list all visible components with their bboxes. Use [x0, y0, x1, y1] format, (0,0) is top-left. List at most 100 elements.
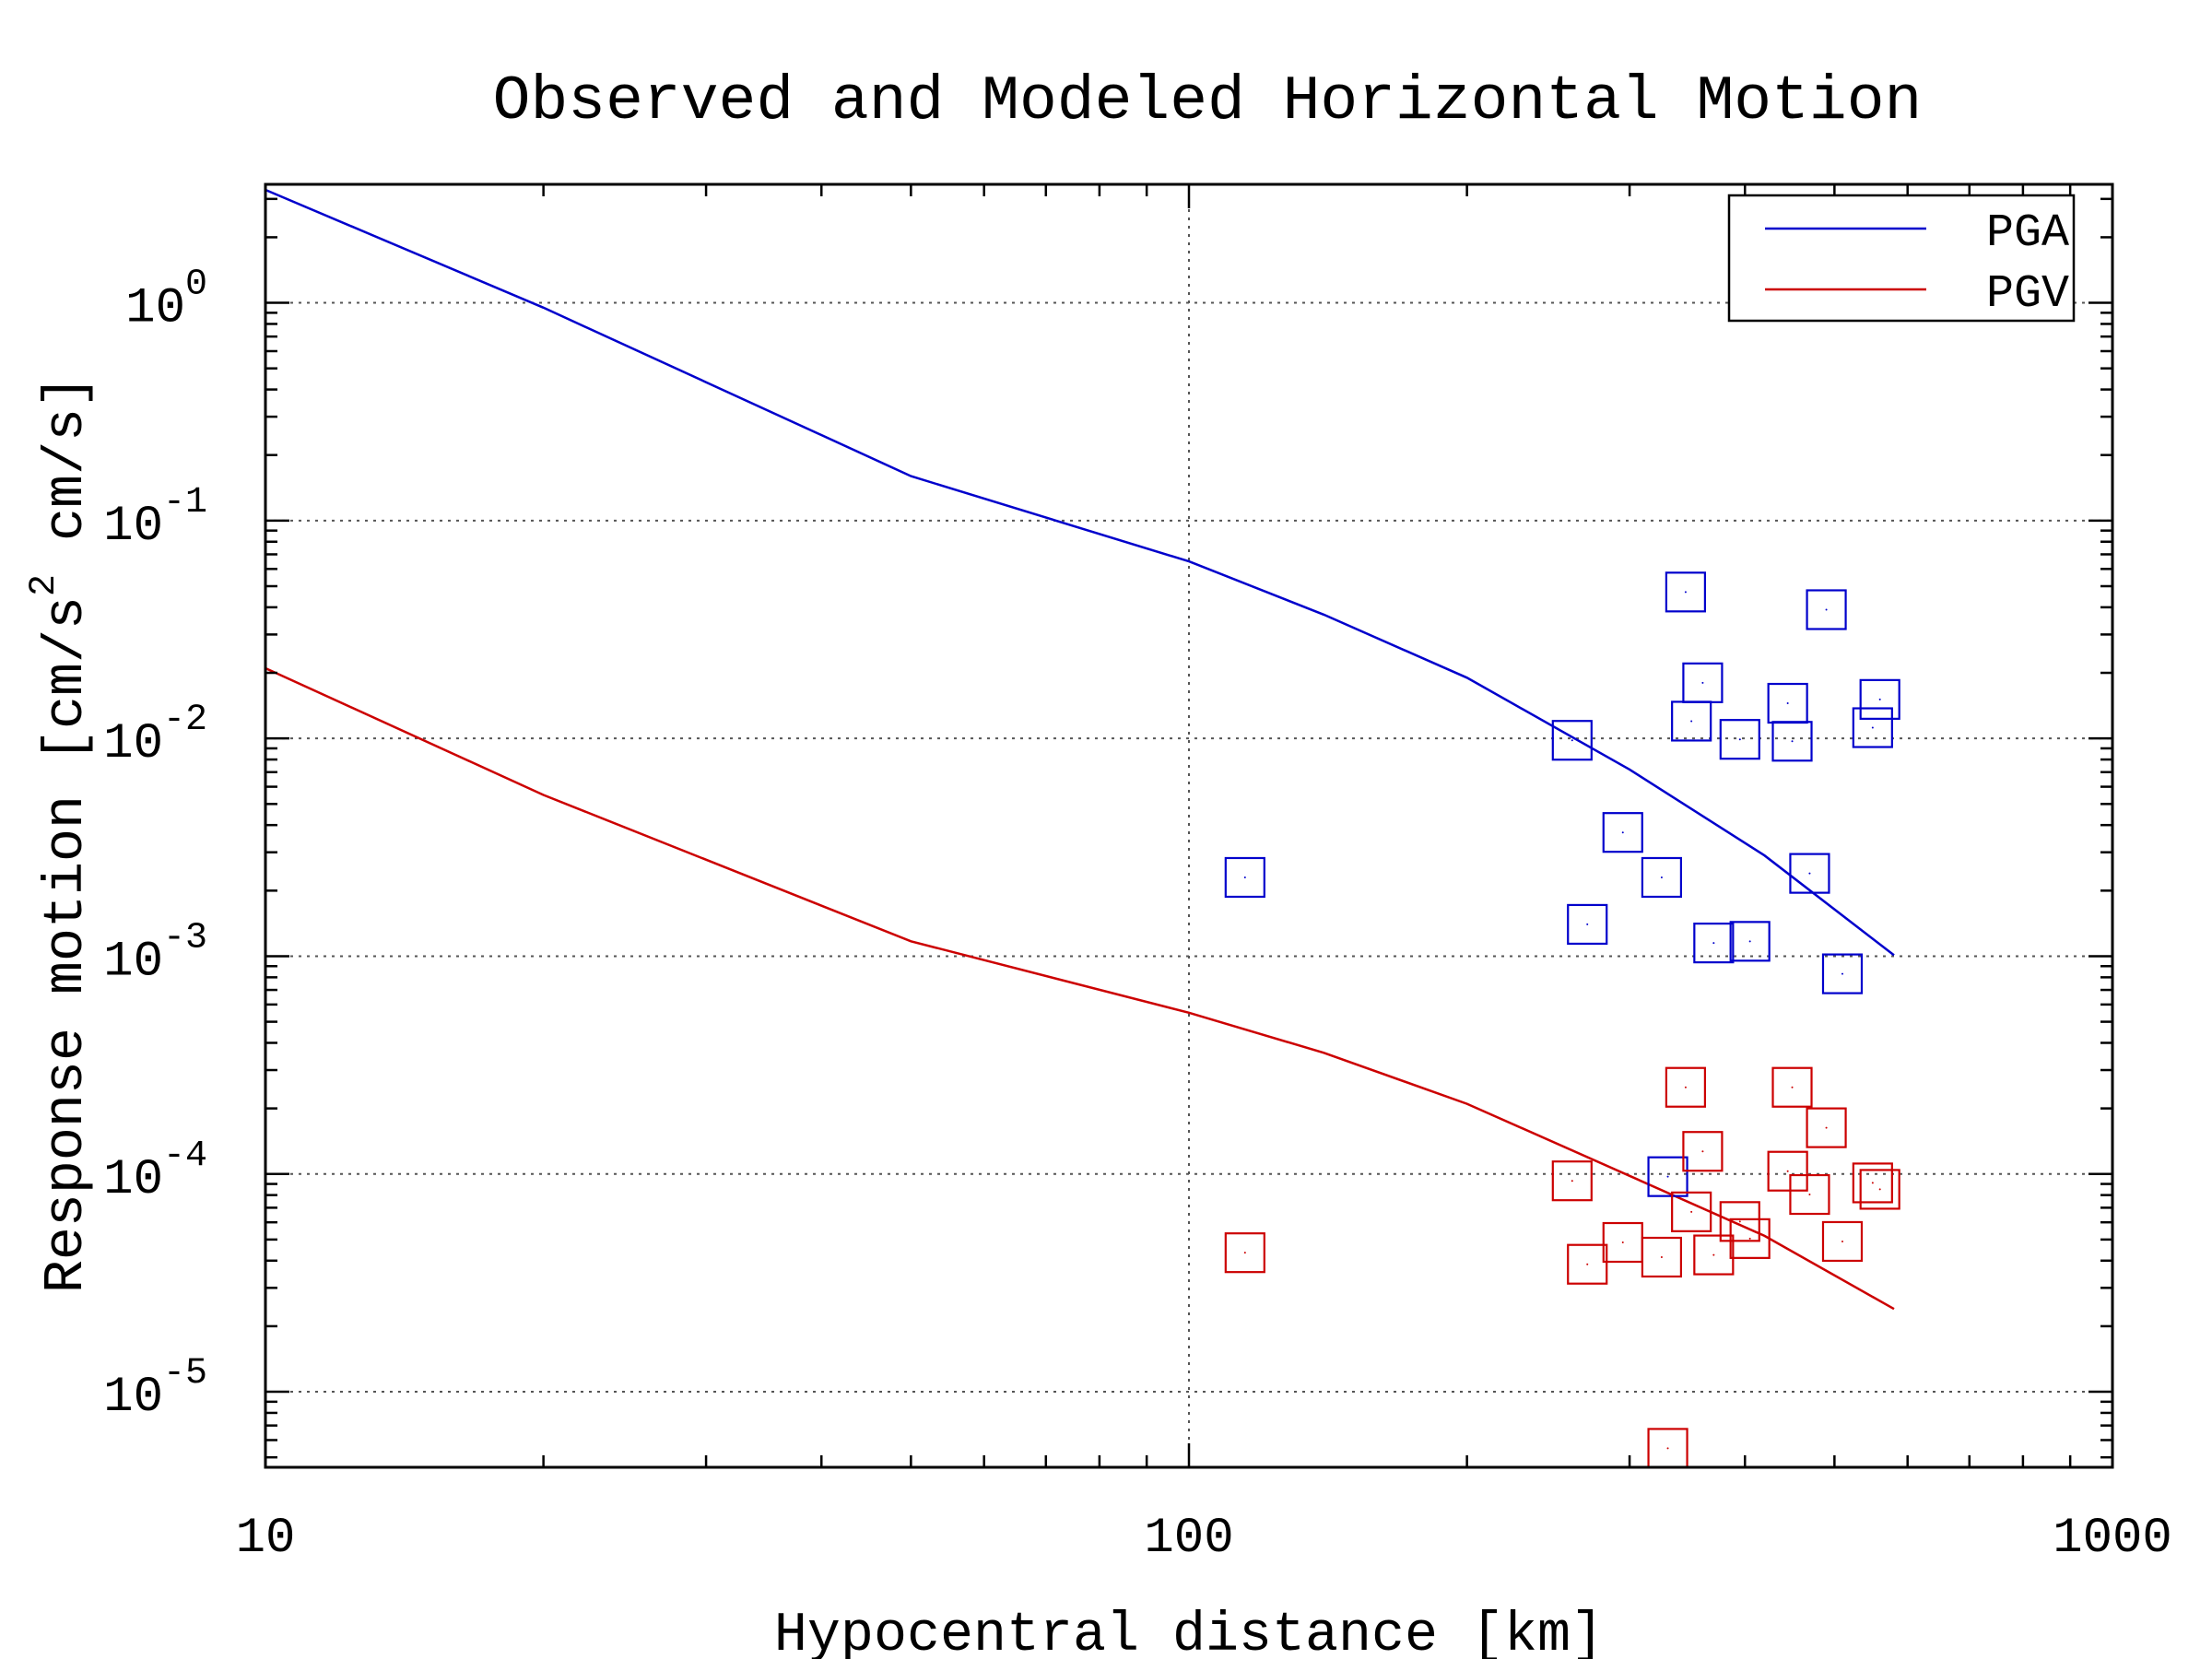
pgv-observed-marker	[1859, 1169, 1900, 1210]
pga-observed-point	[1660, 876, 1663, 878]
y-tick-label: 10-2	[103, 700, 207, 772]
pga-observed-marker	[1771, 721, 1813, 762]
pga-observed-point	[1841, 972, 1843, 975]
y-tick-label: 10-1	[103, 482, 207, 555]
pgv-observed-point	[1748, 1237, 1751, 1240]
pgv-observed-marker	[1551, 1160, 1593, 1202]
pgv-observed-point	[1666, 1447, 1669, 1450]
x-tick-label: 10	[236, 1511, 296, 1567]
pgv-observed-point	[1571, 1180, 1573, 1182]
pga-observed-point	[1825, 608, 1828, 611]
pgv-observed-marker	[1821, 1220, 1864, 1263]
pga-observed-point	[1701, 681, 1704, 684]
y-axis-label-tail: cm/s]	[36, 375, 99, 574]
y-tick-label: 10-3	[103, 917, 207, 990]
pga-observed-marker	[1682, 662, 1724, 703]
pgv-observed-marker	[1224, 1232, 1265, 1274]
y-tick-label: 10-5	[103, 1353, 207, 1426]
pgv-observed-marker	[1806, 1107, 1847, 1148]
pgv-observed-point	[1738, 1220, 1741, 1223]
pga-observed-point	[1243, 876, 1246, 878]
pga-observed-marker	[1641, 856, 1683, 899]
plot-series	[265, 188, 1895, 1311]
pga-observed-point	[1666, 1175, 1669, 1178]
plot-markers	[1224, 571, 1900, 1469]
legend-pga-label: PGA	[1986, 207, 2069, 260]
y-axis-label-base: Response motion [cm/s	[36, 596, 99, 1293]
chart-title: Observed and Modeled Horizontal Motion	[493, 66, 1923, 137]
pgv-observed-marker	[1852, 1162, 1893, 1204]
pgv-observed-point	[1660, 1256, 1663, 1259]
pga-observed-marker	[1551, 720, 1593, 761]
pga-observed-point	[1808, 872, 1811, 875]
y-tick-label: 100	[125, 265, 207, 337]
pgv-observed-marker	[1567, 1243, 1608, 1285]
pga-observed-marker	[1852, 707, 1893, 748]
pga-observed-marker	[1789, 853, 1830, 894]
axis-ticks	[264, 184, 2114, 1467]
legend-pgv-label: PGV	[1986, 268, 2069, 321]
pga-observed-point	[1878, 698, 1881, 700]
pgv-observed-point	[1825, 1126, 1828, 1129]
pga-observed-marker	[1806, 589, 1847, 630]
pga-observed-point	[1738, 738, 1741, 741]
pgv-observed-marker	[1771, 1066, 1813, 1108]
pgv-observed-point	[1586, 1263, 1589, 1265]
pga-observed-point	[1786, 702, 1789, 705]
pgv-observed-point	[1684, 1086, 1687, 1088]
pgv-observed-marker	[1767, 1150, 1808, 1192]
pgv-observed-point	[1808, 1194, 1811, 1196]
y-tick-label: 10-4	[103, 1135, 207, 1208]
pgv-observed-point	[1701, 1150, 1704, 1153]
pgv-observed-point	[1878, 1188, 1881, 1191]
x-axis-label: Hypocentral distance [km]	[774, 1605, 1604, 1659]
x-tick-labels: 10 100 1000	[236, 1511, 2172, 1567]
pgv-observed-point	[1690, 1210, 1693, 1213]
pgv-observed-marker	[1641, 1236, 1683, 1278]
pgv-observed-marker	[1789, 1173, 1830, 1216]
pga-observed-marker	[1665, 571, 1706, 613]
pga-observed-point	[1791, 740, 1794, 743]
y-axis-label-superscript: 2	[24, 574, 65, 596]
pga-observed-marker	[1821, 953, 1864, 994]
pga-observed-point	[1684, 591, 1687, 594]
pga-observed-marker	[1602, 812, 1643, 853]
grid	[265, 184, 2112, 1467]
pga-observed-marker	[1693, 923, 1735, 964]
pga-observed-marker	[1567, 903, 1608, 946]
pgv-observed-point	[1841, 1240, 1843, 1242]
pgv-observed-point	[1621, 1241, 1624, 1244]
pgv-observed-point	[1786, 1170, 1789, 1172]
y-tick-labels: 100 10-1 10-2 10-3 10-4 10-5	[103, 265, 207, 1426]
pgv-observed-marker	[1671, 1191, 1712, 1232]
legend-box	[1727, 194, 2076, 323]
pgv-observed-point	[1712, 1253, 1715, 1256]
pga-observed-point	[1690, 720, 1693, 723]
pgv-observed-point	[1791, 1086, 1794, 1088]
pga-observed-point	[1586, 923, 1589, 925]
pgv-observed-point	[1871, 1182, 1874, 1184]
pgv-observed-marker	[1719, 1201, 1760, 1242]
pga-observed-point	[1748, 940, 1751, 943]
y-axis-label: Response motion [cm/s2 cm/s]	[24, 375, 99, 1293]
pga-observed-marker	[1729, 921, 1771, 962]
pga-observed-marker	[1647, 1156, 1688, 1197]
pga-observed-marker	[1224, 856, 1265, 899]
pga-observed-point	[1571, 739, 1573, 742]
pgv-observed-marker	[1682, 1131, 1724, 1172]
pga-observed-point	[1871, 726, 1874, 729]
x-tick-label: 1000	[2053, 1511, 2172, 1567]
pgv-observed-marker	[1665, 1066, 1706, 1108]
pga-line	[265, 188, 1895, 957]
x-tick-label: 100	[1144, 1511, 1233, 1567]
pga-observed-point	[1712, 942, 1715, 945]
pgv-observed-marker	[1729, 1218, 1771, 1259]
pga-observed-marker	[1719, 719, 1760, 760]
legend: PGA PGV	[1727, 194, 2076, 323]
pgv-observed-marker	[1693, 1234, 1735, 1276]
pgv-observed-point	[1243, 1252, 1246, 1254]
pga-observed-point	[1621, 831, 1624, 834]
pgv-line	[265, 666, 1895, 1311]
pga-observed-marker	[1859, 678, 1900, 720]
